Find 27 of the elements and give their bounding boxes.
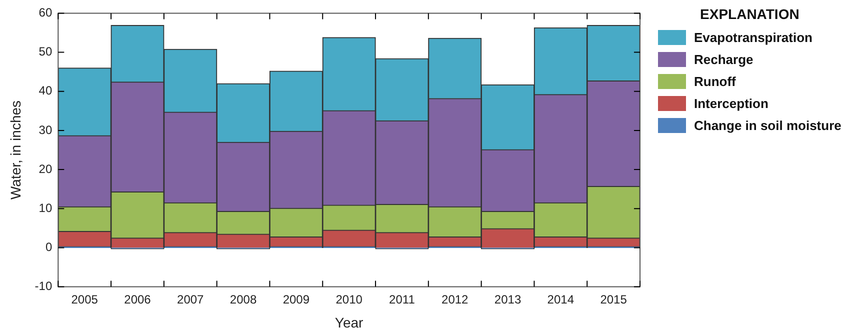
legend-label: Runoff (694, 74, 736, 88)
y-tick-label: 60 (38, 6, 52, 20)
y-tick-label: 30 (38, 122, 52, 137)
y-axis-title: Water, in inches (7, 100, 24, 200)
x-tick-label: 2007 (177, 292, 204, 306)
x-tick-label: 2014 (547, 292, 574, 306)
y-tick-label: 20 (38, 162, 52, 176)
x-tick-label: 2009 (282, 292, 310, 306)
legend-title: EXPLANATION (699, 6, 800, 22)
x-tick-label: 2015 (600, 292, 628, 306)
x-tick-label: 2005 (71, 292, 98, 306)
y-tick-label: 10 (38, 200, 52, 215)
x-axis-title: Year (334, 314, 364, 330)
legend-label: Recharge (694, 52, 754, 66)
legend-label: Change in soil moisture (694, 118, 842, 132)
x-tick-label: 2008 (230, 292, 257, 306)
y-tick-label: -10 (34, 279, 52, 294)
x-tick-label: 2013 (494, 292, 522, 306)
y-tick-label: 50 (38, 44, 52, 59)
x-tick-label: 2006 (124, 292, 152, 306)
x-tick-label: 2010 (336, 292, 363, 306)
y-tick-label: 0 (45, 240, 52, 254)
legend-label: Evapotranspiration (694, 30, 812, 44)
x-tick-label: 2012 (442, 292, 469, 306)
y-tick-label: 40 (38, 84, 52, 98)
x-tick-label: 2011 (389, 292, 416, 306)
legend-label: Interception (694, 96, 768, 110)
